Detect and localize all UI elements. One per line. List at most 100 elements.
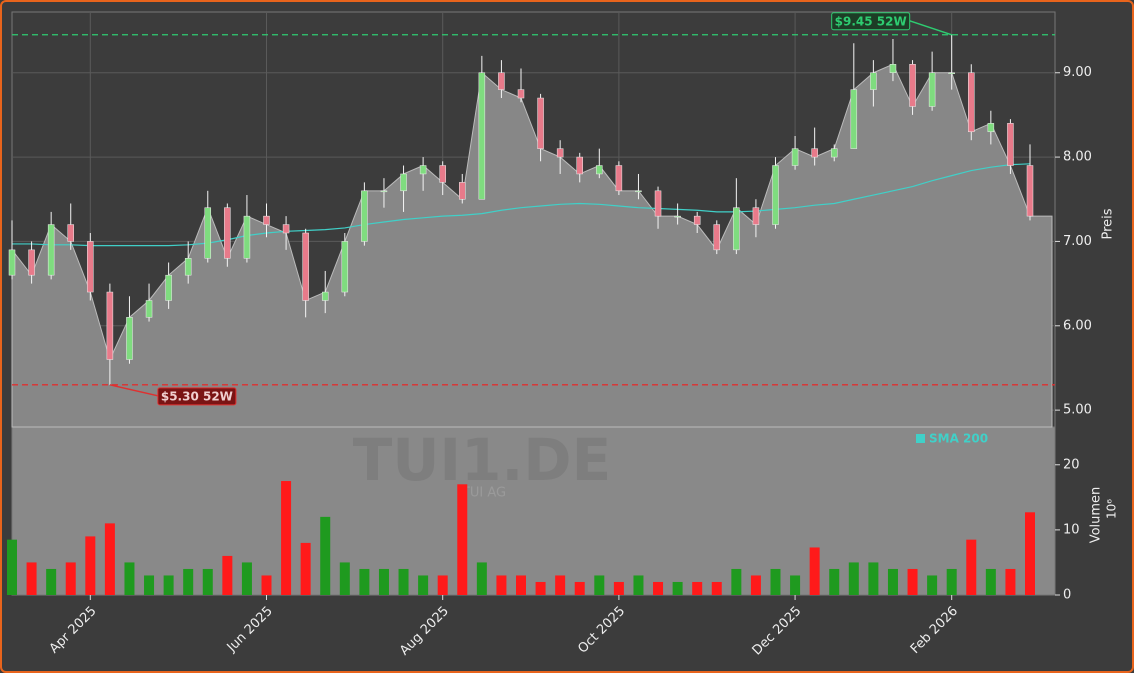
volume-bar (927, 575, 938, 595)
y-tick-label: 5.00 (1063, 403, 1092, 418)
candle-body (498, 72, 505, 90)
volume-bar (633, 575, 644, 595)
volume-bar (418, 575, 429, 595)
candle-body (8, 249, 16, 276)
candle-body (478, 72, 486, 200)
volume-bar (516, 575, 526, 595)
candle-body (909, 64, 916, 107)
candle-body (928, 72, 936, 107)
volume-bar (613, 581, 624, 595)
candle-body (752, 207, 760, 225)
annotation-arrow (909, 20, 952, 36)
volume-bar (887, 568, 898, 595)
candle-body (419, 165, 427, 175)
volume-bar (848, 562, 859, 595)
x-tick-label: Dec 2025 (750, 604, 805, 659)
volume-bar (476, 562, 487, 595)
volume-bar (437, 575, 448, 595)
y-axis-label: Preis (1101, 208, 1116, 239)
volume-bar (946, 568, 957, 595)
candle-body (439, 165, 446, 183)
candle-body (87, 241, 94, 293)
sma-line (12, 163, 1031, 247)
x-tick-label: Feb 2026 (908, 604, 961, 657)
volume-bar (672, 581, 683, 595)
volume-bar (241, 562, 252, 595)
candle-body (224, 207, 231, 259)
volume-bar (966, 539, 977, 595)
volume-bar (26, 562, 37, 595)
volume-bar (750, 575, 761, 595)
volume-bar (320, 516, 331, 595)
annotation-label: $5.30 52W (161, 389, 233, 403)
candle-body (596, 165, 603, 175)
candle-body (811, 148, 818, 158)
candle-body (615, 165, 623, 192)
volume-bar (692, 581, 703, 595)
volume-bar (300, 542, 311, 595)
volume-bar (398, 568, 409, 595)
candle-body (380, 190, 388, 193)
volume-panel (11, 426, 1056, 596)
volume-bar (809, 547, 820, 595)
y-tick-label: 8.00 (1063, 150, 1092, 165)
y2-axis-label: Volumen (1089, 487, 1104, 544)
candle-body (400, 173, 407, 192)
y-tick-label: 6.00 (1063, 318, 1092, 333)
volume-bar (790, 575, 801, 595)
volume-bar (104, 523, 115, 595)
y-tick-label: 9.00 (1063, 65, 1092, 80)
volume-bar (85, 536, 96, 595)
candle-body (889, 64, 897, 73)
candle-body (243, 215, 251, 259)
legend-label: SMA 200 (929, 432, 988, 446)
y-tick-label: 7.00 (1063, 234, 1092, 249)
x-tick-label: Aug 2025 (397, 604, 452, 659)
candle-body (165, 274, 172, 301)
volume-bar (281, 481, 292, 595)
volume-bar (653, 581, 664, 595)
candle-body (693, 215, 701, 225)
volume-bar (535, 581, 546, 595)
candle-body (341, 241, 349, 293)
annotation-box (831, 12, 911, 31)
candle-body (830, 148, 838, 158)
candle-body (654, 190, 662, 217)
candle-body (713, 224, 721, 251)
candle-body (282, 224, 290, 234)
volume-bar (770, 568, 781, 595)
ticker-watermark: TUI1.DE (353, 426, 611, 494)
volume-bar (124, 562, 135, 595)
y2-tick-label: 20 (1063, 457, 1080, 472)
volume-bar (1025, 512, 1035, 595)
volume-bar (144, 575, 155, 595)
volume-bar (359, 568, 370, 595)
candle-body (791, 148, 799, 166)
volume-bar (183, 568, 194, 595)
annotation-box (157, 387, 237, 406)
volume-bar (594, 575, 605, 595)
x-tick-label: Apr 2025 (47, 604, 100, 657)
candle-body (1007, 123, 1014, 166)
candle-body (870, 72, 877, 90)
volume-bar (378, 568, 389, 595)
candle-body (302, 232, 309, 301)
candle-body (987, 123, 995, 133)
volume-bar (829, 568, 840, 595)
candle-body (772, 165, 779, 225)
candle-body (537, 97, 544, 149)
volume-bar (711, 581, 722, 595)
volume-bar (574, 581, 585, 595)
volume-bar (163, 575, 174, 595)
candle-body (204, 207, 212, 259)
candle-body (67, 224, 74, 242)
candle-body (47, 224, 55, 276)
volume-bar (457, 484, 468, 595)
volume-bar (339, 562, 350, 595)
candle-body (263, 215, 270, 225)
volume-bar (731, 568, 742, 595)
candle-body (145, 300, 153, 318)
candle-body (361, 190, 368, 242)
candle-body (106, 291, 114, 360)
